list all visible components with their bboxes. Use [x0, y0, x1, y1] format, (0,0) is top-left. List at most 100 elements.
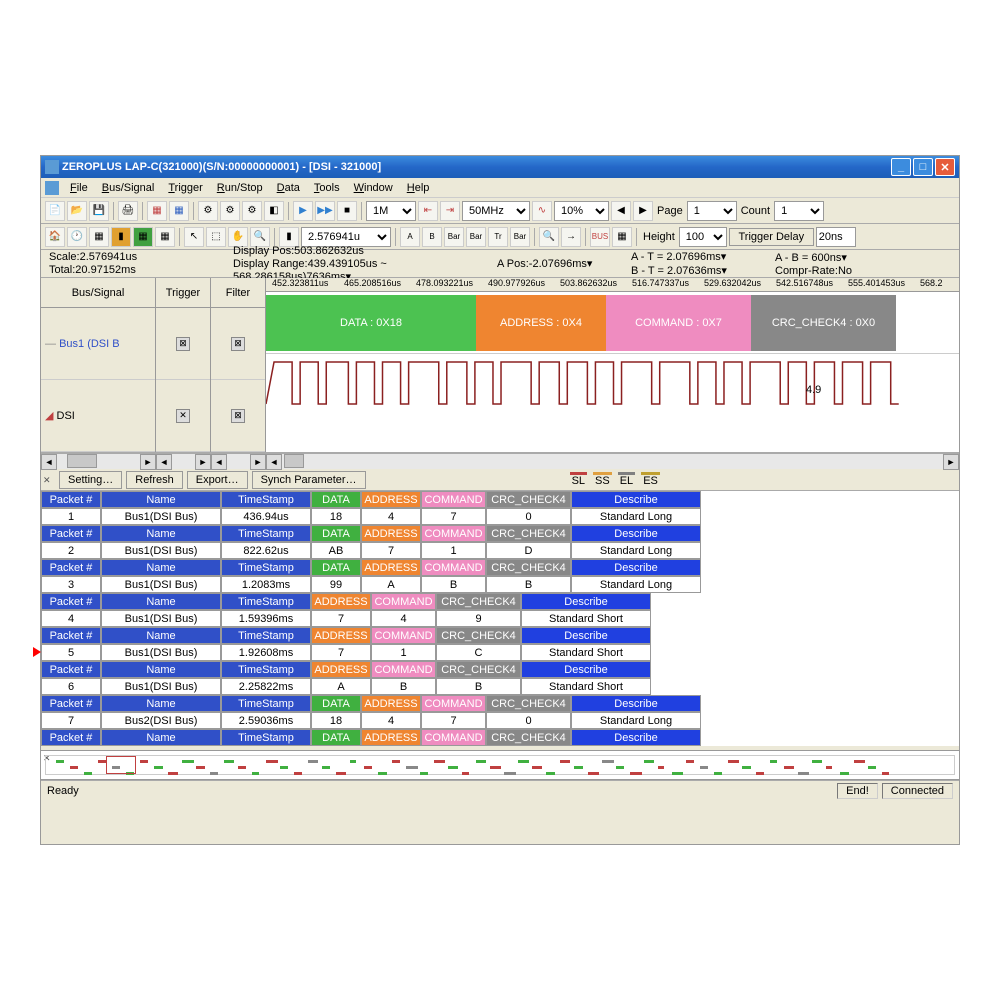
hand-icon[interactable]: ✋ [228, 227, 248, 247]
proto-icon[interactable]: ▦ [612, 227, 632, 247]
height-select[interactable]: 100 [679, 227, 727, 247]
trigger-delay-input[interactable] [816, 227, 856, 247]
bar-icon[interactable]: ▮ [111, 227, 131, 247]
table-cell[interactable]: 5 [41, 644, 101, 661]
table-cell[interactable]: 3 [41, 576, 101, 593]
nav-next-icon[interactable]: ▶ [633, 201, 653, 221]
table-cell[interactable]: 1 [371, 644, 436, 661]
table-cell[interactable]: 1.2083ms [221, 576, 311, 593]
table-cell[interactable]: 2 [41, 542, 101, 559]
table-cell[interactable]: Bus1(DSI Bus) [101, 576, 221, 593]
packet-btn-synchparameter[interactable]: Synch Parameter… [252, 471, 366, 489]
nav-prev-icon[interactable]: ◀ [611, 201, 631, 221]
tool-d-icon[interactable]: ⚙ [220, 201, 240, 221]
zoom2-icon[interactable]: ⇥ [440, 201, 460, 221]
clock-icon[interactable]: 🕐 [67, 227, 87, 247]
menu-file[interactable]: File [64, 180, 94, 196]
table-cell[interactable]: Standard Short [521, 644, 651, 661]
save-icon[interactable]: 💾 [89, 201, 109, 221]
trigger-bus1[interactable]: ⊠ [156, 308, 210, 380]
table-cell[interactable]: 4 [361, 712, 421, 729]
stop-icon[interactable]: ■ [337, 201, 357, 221]
filter-dsi[interactable]: ⊠ [211, 380, 265, 452]
wave-icon[interactable]: ∿ [532, 201, 552, 221]
table-cell[interactable]: 0 [486, 508, 571, 525]
table-cell[interactable]: 1 [421, 542, 486, 559]
tool-c-icon[interactable]: ⚙ [198, 201, 218, 221]
ff-icon[interactable]: ▶▶ [315, 201, 335, 221]
table-cell[interactable]: Standard Short [521, 678, 651, 695]
table-cell[interactable]: D [486, 542, 571, 559]
table-cell[interactable]: 18 [311, 712, 361, 729]
menu-trigger[interactable]: Trigger [162, 180, 208, 196]
new-icon[interactable]: 📄 [45, 201, 65, 221]
table-cell[interactable]: 0 [486, 712, 571, 729]
count-select[interactable]: 1 [774, 201, 824, 221]
table-cell[interactable]: Bus1(DSI Bus) [101, 508, 221, 525]
grid3-icon[interactable]: ▦ [155, 227, 175, 247]
titlebar[interactable]: ZEROPLUS LAP-C(321000)(S/N:00000000001) … [41, 156, 959, 178]
table-cell[interactable]: 99 [311, 576, 361, 593]
cursor-icon[interactable]: ↖ [184, 227, 204, 247]
tool-f-icon[interactable]: ◧ [264, 201, 284, 221]
bar-d-icon[interactable]: Bar [466, 227, 486, 247]
table-cell[interactable]: Standard Long [571, 576, 701, 593]
home-icon[interactable]: 🏠 [45, 227, 65, 247]
menu-bus-signal[interactable]: Bus/Signal [96, 180, 161, 196]
marker1-icon[interactable]: ▮ [279, 227, 299, 247]
bar-a-icon[interactable]: A [400, 227, 420, 247]
bar-e-icon[interactable]: Tr [488, 227, 508, 247]
table-cell[interactable]: 7 [311, 644, 371, 661]
table-cell[interactable]: 4 [371, 610, 436, 627]
table-cell[interactable]: 9 [436, 610, 521, 627]
trigger-delay-button[interactable]: Trigger Delay [729, 228, 814, 246]
table-cell[interactable]: A [311, 678, 371, 695]
filter-bus1[interactable]: ⊠ [211, 308, 265, 380]
menu-run-stop[interactable]: Run/Stop [211, 180, 269, 196]
table-cell[interactable]: Bus2(DSI Bus) [101, 712, 221, 729]
close-panel-icon[interactable]: ✕ [43, 475, 53, 485]
grid-icon[interactable]: ▦ [89, 227, 109, 247]
table-cell[interactable]: 7 [41, 712, 101, 729]
menu-tools[interactable]: Tools [308, 180, 346, 196]
search-icon[interactable]: 🔍 [539, 227, 559, 247]
table-cell[interactable]: 822.62us [221, 542, 311, 559]
table-cell[interactable]: 7 [421, 712, 486, 729]
print-icon[interactable]: 🖨 [118, 201, 138, 221]
table-cell[interactable]: Standard Long [571, 542, 701, 559]
minimize-button[interactable]: _ [891, 158, 911, 176]
table-cell[interactable]: 7 [311, 610, 371, 627]
table-cell[interactable]: A [361, 576, 421, 593]
waveform-canvas[interactable]: 452.323811us465.208516us478.093221us490.… [266, 278, 959, 452]
table-cell[interactable]: 1.92608ms [221, 644, 311, 661]
table-cell[interactable]: 18 [311, 508, 361, 525]
play-icon[interactable]: ▶ [293, 201, 313, 221]
trigger-dsi[interactable]: ✕ [156, 380, 210, 452]
memory-select[interactable]: 1M [366, 201, 416, 221]
zoom-icon[interactable]: 🔍 [250, 227, 270, 247]
table-cell[interactable]: C [436, 644, 521, 661]
table-cell[interactable]: Bus1(DSI Bus) [101, 644, 221, 661]
time-select[interactable]: 2.576941u [301, 227, 391, 247]
goto-icon[interactable]: → [561, 227, 581, 247]
table-cell[interactable]: B [421, 576, 486, 593]
waveform-scrollbar[interactable]: ◄► ◄► ◄► ◄► [41, 453, 959, 469]
tool-a-icon[interactable]: ▦ [147, 201, 167, 221]
table-cell[interactable]: 4 [361, 508, 421, 525]
table-cell[interactable]: AB [311, 542, 361, 559]
table-cell[interactable]: 6 [41, 678, 101, 695]
minimap[interactable]: ✕ [41, 750, 959, 780]
table-cell[interactable]: B [486, 576, 571, 593]
zoom1-icon[interactable]: ⇤ [418, 201, 438, 221]
table-cell[interactable]: 436.94us [221, 508, 311, 525]
table-cell[interactable]: B [436, 678, 521, 695]
packet-btn-refresh[interactable]: Refresh [126, 471, 183, 489]
close-button[interactable]: ✕ [935, 158, 955, 176]
menu-help[interactable]: Help [401, 180, 436, 196]
table-cell[interactable]: 1.59396ms [221, 610, 311, 627]
table-cell[interactable]: B [371, 678, 436, 695]
packet-table[interactable]: Packet #NameTimeStampDATAADDRESSCOMMANDC… [41, 491, 959, 746]
freq-select[interactable]: 50MHz [462, 201, 530, 221]
table-cell[interactable]: Standard Long [571, 712, 701, 729]
table-cell[interactable]: 2.59036ms [221, 712, 311, 729]
